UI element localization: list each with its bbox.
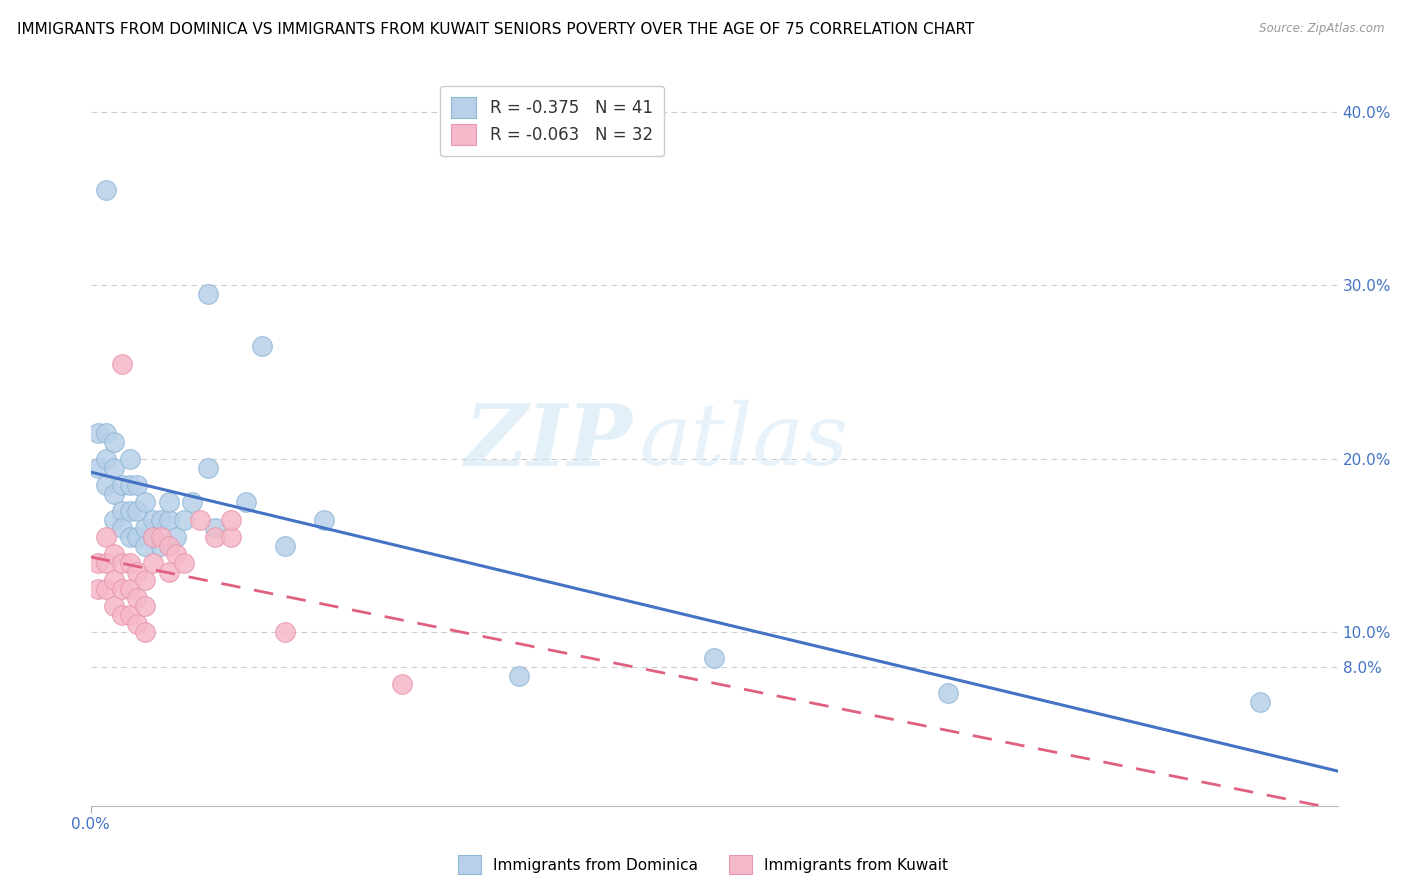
Point: [111, 521, 134, 535]
Point: [142, 512, 165, 526]
Point: [111, 478, 134, 492]
Point: [103, 512, 125, 526]
Point: [703, 651, 725, 665]
Point: [87, 425, 110, 440]
Point: [96, 451, 118, 466]
Point: [103, 434, 125, 449]
Point: [111, 556, 134, 570]
Point: [87, 556, 110, 570]
Point: [157, 512, 180, 526]
Point: [134, 495, 156, 509]
Point: [103, 460, 125, 475]
Point: [204, 521, 226, 535]
Point: [197, 287, 219, 301]
Point: [149, 512, 172, 526]
Point: [118, 607, 141, 622]
Legend: R = -0.375   N = 41, R = -0.063   N = 32: R = -0.375 N = 41, R = -0.063 N = 32: [440, 86, 665, 156]
Text: atlas: atlas: [640, 401, 848, 483]
Point: [118, 451, 141, 466]
Point: [118, 478, 141, 492]
Point: [250, 339, 273, 353]
Point: [96, 582, 118, 596]
Point: [219, 512, 242, 526]
Point: [118, 556, 141, 570]
Point: [87, 460, 110, 475]
Point: [134, 599, 156, 614]
Point: [197, 460, 219, 475]
Point: [96, 183, 118, 197]
Text: IMMIGRANTS FROM DOMINICA VS IMMIGRANTS FROM KUWAIT SENIORS POVERTY OVER THE AGE : IMMIGRANTS FROM DOMINICA VS IMMIGRANTS F…: [17, 22, 974, 37]
Point: [142, 530, 165, 544]
Point: [235, 495, 257, 509]
Point: [96, 530, 118, 544]
Point: [96, 478, 118, 492]
Point: [103, 547, 125, 561]
Point: [142, 530, 165, 544]
Point: [103, 599, 125, 614]
Point: [508, 668, 530, 682]
Point: [87, 582, 110, 596]
Point: [134, 625, 156, 640]
Point: [127, 591, 149, 605]
Point: [142, 556, 165, 570]
Point: [274, 539, 297, 553]
Point: [274, 625, 297, 640]
Point: [111, 357, 134, 371]
Legend: Immigrants from Dominica, Immigrants from Kuwait: Immigrants from Dominica, Immigrants fro…: [451, 849, 955, 880]
Point: [219, 530, 242, 544]
Point: [134, 539, 156, 553]
Point: [149, 530, 172, 544]
Text: ZIP: ZIP: [465, 400, 633, 483]
Point: [127, 616, 149, 631]
Point: [181, 495, 204, 509]
Point: [314, 512, 336, 526]
Point: [134, 573, 156, 587]
Point: [118, 504, 141, 518]
Point: [127, 478, 149, 492]
Point: [165, 547, 187, 561]
Point: [96, 556, 118, 570]
Point: [173, 512, 195, 526]
Point: [173, 556, 195, 570]
Point: [149, 539, 172, 553]
Point: [936, 686, 959, 700]
Point: [111, 504, 134, 518]
Point: [127, 565, 149, 579]
Point: [391, 677, 413, 691]
Point: [134, 521, 156, 535]
Point: [157, 539, 180, 553]
Point: [157, 495, 180, 509]
Point: [188, 512, 211, 526]
Point: [1249, 695, 1271, 709]
Point: [111, 582, 134, 596]
Point: [118, 582, 141, 596]
Point: [165, 530, 187, 544]
Point: [118, 530, 141, 544]
Point: [127, 530, 149, 544]
Point: [204, 530, 226, 544]
Text: Source: ZipAtlas.com: Source: ZipAtlas.com: [1260, 22, 1385, 36]
Point: [96, 425, 118, 440]
Point: [127, 504, 149, 518]
Point: [157, 565, 180, 579]
Point: [103, 486, 125, 500]
Point: [103, 573, 125, 587]
Point: [111, 607, 134, 622]
